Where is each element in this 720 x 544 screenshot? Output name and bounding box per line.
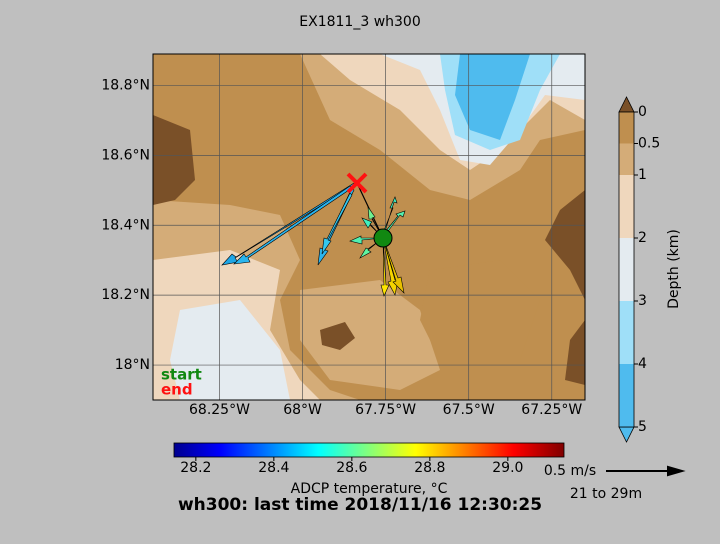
depth-band — [619, 112, 634, 144]
temperature-tick-label: 29.0 — [492, 460, 523, 476]
temperature-tick-label: 28.6 — [336, 460, 367, 476]
depth-colorbar-label: Depth (km) — [666, 229, 682, 309]
depth-band — [619, 175, 634, 238]
lat-tick-label: 18.8°N — [101, 77, 150, 93]
bathymetry — [153, 54, 585, 400]
depth-band — [619, 143, 634, 175]
current-vectors — [221, 172, 406, 297]
depth-colorbar — [618, 96, 638, 443]
lat-tick-label: 18°N — [115, 357, 150, 373]
depth-tick-label: 5 — [638, 419, 647, 435]
lon-tick-label: 67.75°W — [355, 402, 416, 418]
temperature-tick-label: 28.4 — [258, 460, 289, 476]
lon-tick-label: 67.25°W — [521, 402, 582, 418]
title: EX1811_3 wh300 — [299, 14, 420, 30]
scale-arrow — [606, 465, 686, 477]
temperature-tick-label: 28.2 — [180, 460, 211, 476]
temperature-colorbar — [173, 442, 565, 458]
lat-tick-label: 18.6°N — [101, 147, 150, 163]
depth-tick-label: 1 — [638, 167, 647, 183]
depth-band — [619, 238, 634, 301]
depth-colorbar-frame — [618, 111, 635, 428]
depth-tick-label: 3 — [638, 293, 647, 309]
footer: wh300: last time 2018/11/16 12:30:25 — [178, 495, 542, 515]
lon-tick-label: 67.5°W — [443, 402, 495, 418]
lat-tick-label: 18.2°N — [101, 287, 150, 303]
legend-start: start — [161, 366, 202, 384]
depth-tick-label: 0 — [638, 104, 647, 120]
legend-end: end — [161, 381, 193, 399]
temperature-colorbar-label: ADCP temperature, °C — [291, 481, 448, 497]
temperature-colorbar-ticks: 28.2 28.4 28.6 28.8 29.0 — [180, 457, 523, 476]
depth-tick-label: 4 — [638, 356, 647, 372]
depth-band — [619, 301, 634, 364]
temperature-tick-label: 28.8 — [414, 460, 445, 476]
scale-depth-range: 21 to 29m — [570, 486, 642, 502]
depth-tick-label: 2 — [638, 230, 647, 246]
depth-tick-label: 0.5 — [638, 136, 660, 152]
map-frame — [152, 53, 586, 401]
depth-band — [619, 364, 634, 427]
lat-tick-label: 18.4°N — [101, 217, 150, 233]
lon-tick-label: 68°W — [283, 402, 322, 418]
lon-tick-label: 68.25°W — [189, 402, 250, 418]
scale-speed: 0.5 m/s — [544, 463, 596, 479]
